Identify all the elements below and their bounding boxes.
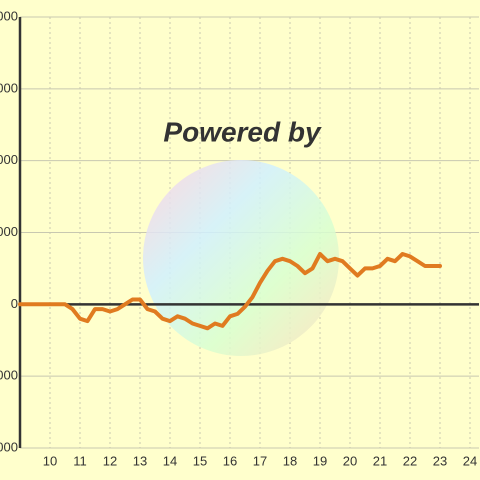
x-tick-label: 19 bbox=[313, 453, 327, 468]
x-tick-label: 11 bbox=[73, 453, 87, 468]
y-tick-label: -6,000 bbox=[0, 439, 18, 454]
x-tick-label: 23 bbox=[433, 453, 447, 468]
x-tick-label: 22 bbox=[403, 453, 417, 468]
x-tick-label: 10 bbox=[43, 453, 57, 468]
line bbox=[18, 252, 442, 331]
x-tick-label: 21 bbox=[373, 453, 387, 468]
x-tick-label: 20 bbox=[343, 453, 357, 468]
x-tick-label: 12 bbox=[103, 453, 117, 468]
x-tick-label: 16 bbox=[223, 453, 237, 468]
x-tick-label: 24 bbox=[463, 453, 477, 468]
y-tick-label: 0 bbox=[11, 296, 18, 311]
x-tick-label: 15 bbox=[193, 453, 207, 468]
y-tick-label: -3,000 bbox=[0, 368, 18, 383]
watermark: Powered by bbox=[163, 116, 322, 147]
y-tick-label: 12,000 bbox=[0, 8, 18, 23]
y-tick-label: 3,000 bbox=[0, 224, 18, 239]
x-tick-label: 14 bbox=[163, 453, 177, 468]
watermark-logo bbox=[143, 160, 339, 356]
y-tick-label: 9,000 bbox=[0, 80, 18, 95]
x-tick-label: 13 bbox=[133, 453, 147, 468]
y-tick-label: 6,000 bbox=[0, 152, 18, 167]
x-tick-label: 17 bbox=[253, 453, 267, 468]
x-tick-label: 18 bbox=[283, 453, 297, 468]
